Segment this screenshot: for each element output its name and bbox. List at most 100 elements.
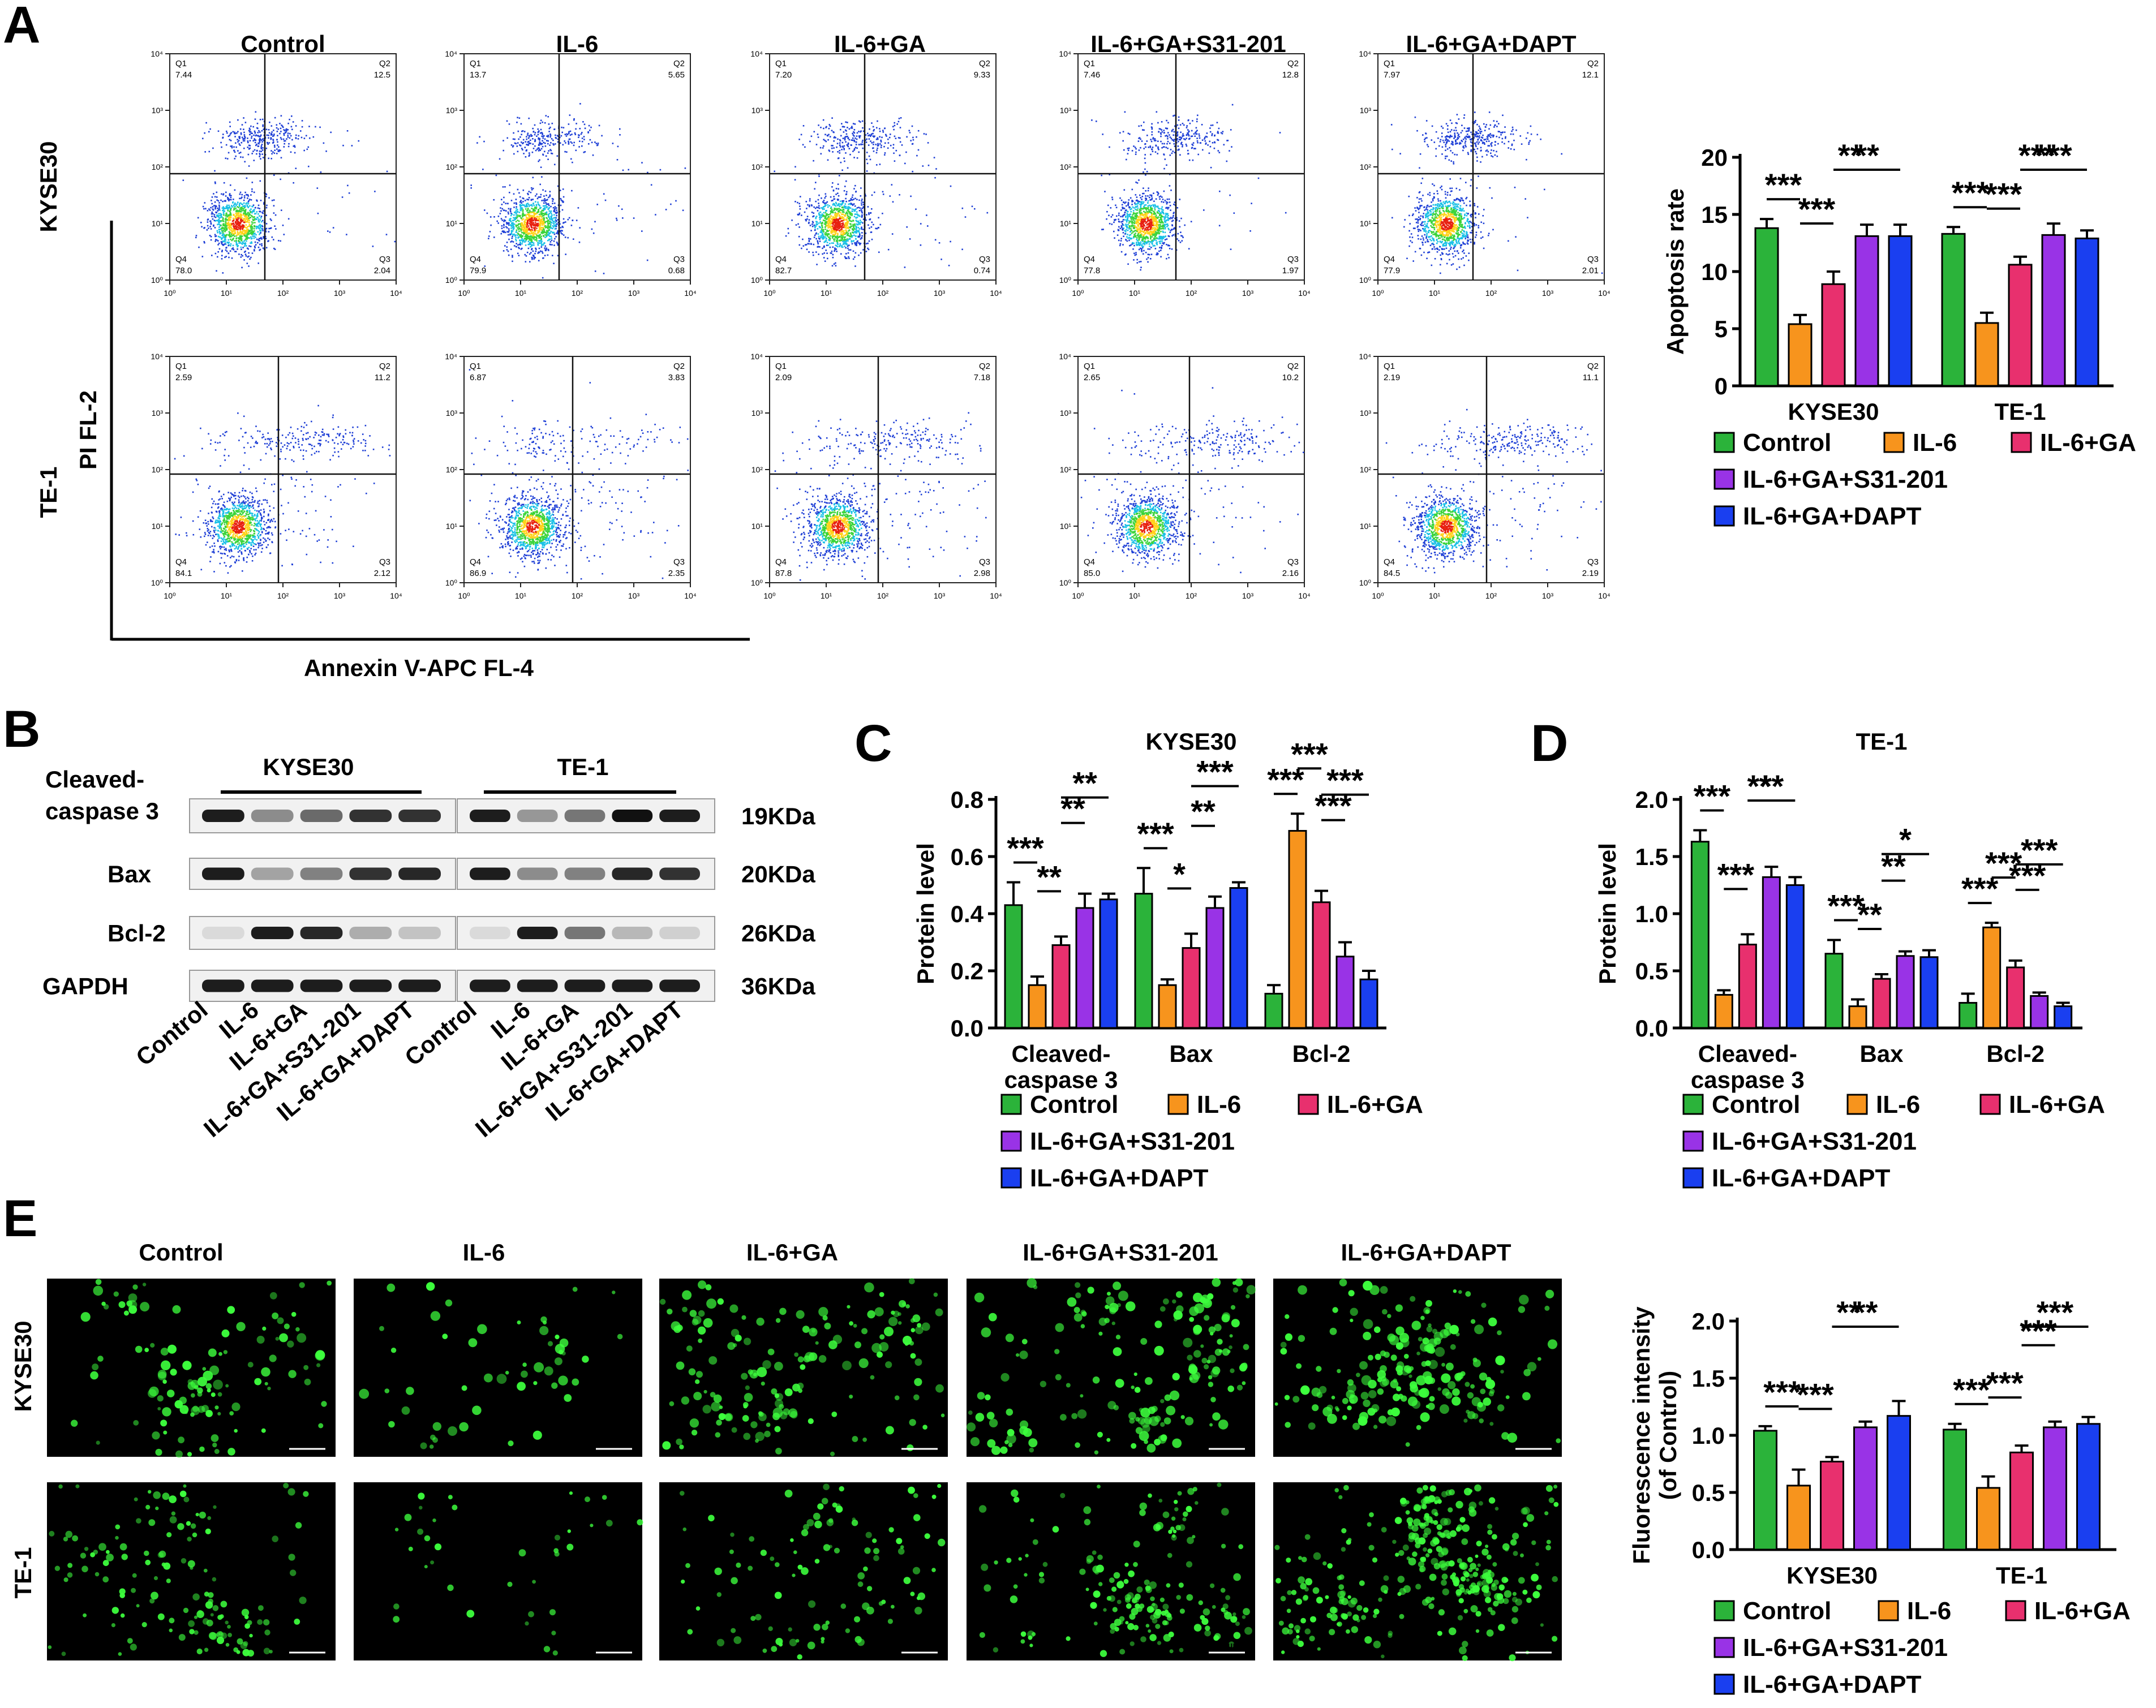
flow-event xyxy=(861,202,862,204)
flow-event xyxy=(539,122,542,124)
flow-event xyxy=(809,225,811,226)
flow-event xyxy=(246,233,248,235)
flow-event xyxy=(531,236,532,239)
flow-event xyxy=(1118,226,1120,228)
flow-event xyxy=(1145,226,1147,229)
flow-event xyxy=(527,141,529,143)
flow-event xyxy=(510,224,512,226)
flow-event xyxy=(248,222,250,223)
flow-event xyxy=(544,142,546,144)
flow-event xyxy=(551,244,553,246)
flow-event xyxy=(841,223,843,225)
flow-event xyxy=(829,243,831,244)
flow-event xyxy=(1161,201,1163,203)
flow-event xyxy=(231,235,234,236)
flow-event xyxy=(559,142,561,144)
flow-event xyxy=(217,214,219,216)
flow-event xyxy=(233,204,235,205)
flow-event xyxy=(231,238,234,240)
flow-event xyxy=(261,144,263,145)
flow-event xyxy=(791,220,793,221)
flow-event xyxy=(904,162,906,165)
flow-event xyxy=(512,234,514,235)
flow-event xyxy=(836,209,838,211)
flow-event xyxy=(548,226,550,228)
flow-event xyxy=(834,223,836,226)
flow-event xyxy=(272,151,274,153)
flow-event xyxy=(818,205,820,207)
flow-event xyxy=(867,242,869,244)
flow-event xyxy=(515,238,517,240)
flow-event xyxy=(850,235,852,236)
flow-event xyxy=(229,236,231,238)
flow-event xyxy=(540,119,542,122)
flow-event xyxy=(280,178,281,180)
flow-event xyxy=(551,214,553,216)
flow-event xyxy=(843,243,844,246)
flow-event xyxy=(512,255,513,256)
flow-event xyxy=(229,233,231,235)
flow-event xyxy=(235,251,237,252)
flow-event xyxy=(879,130,881,132)
flow-event xyxy=(517,227,518,229)
flow-plot-frame xyxy=(769,53,997,281)
flow-event xyxy=(855,226,857,229)
flow-event xyxy=(818,222,820,224)
flow-event xyxy=(855,141,857,143)
flow-event xyxy=(283,129,285,131)
flow-event xyxy=(832,131,834,133)
flow-event xyxy=(256,153,257,155)
flow-event xyxy=(575,128,577,130)
flow-event xyxy=(526,203,527,205)
flow-event xyxy=(518,227,521,230)
flow-event xyxy=(528,191,530,192)
flow-event xyxy=(548,204,550,206)
flow-event xyxy=(879,223,882,226)
flow-event xyxy=(265,193,267,195)
flow-event xyxy=(529,222,530,225)
flow-event xyxy=(543,227,544,229)
flow-event xyxy=(556,135,559,137)
flow-event xyxy=(843,217,844,219)
flow-event xyxy=(527,208,529,210)
flow-event xyxy=(217,256,218,258)
flow-event xyxy=(1163,130,1165,131)
flow-event xyxy=(238,232,240,234)
flow-event xyxy=(798,212,801,214)
flow-event xyxy=(254,216,255,218)
flow-event xyxy=(217,207,218,209)
flow-event xyxy=(247,203,250,205)
flow-event xyxy=(912,136,914,139)
flow-event xyxy=(1196,140,1199,142)
flow-event xyxy=(553,214,555,216)
flow-event xyxy=(289,137,291,139)
flow-event xyxy=(249,209,251,212)
flow-event xyxy=(500,207,501,209)
flow-event xyxy=(239,217,241,219)
flow-event xyxy=(527,212,529,213)
flow-event xyxy=(831,222,834,225)
flow-event xyxy=(227,218,230,220)
flow-event xyxy=(268,129,270,131)
flow-event xyxy=(527,208,529,209)
flow-x-tick-label: 10⁰ xyxy=(164,289,176,298)
flow-event xyxy=(882,131,884,133)
flow-event xyxy=(1127,132,1129,135)
flow-event xyxy=(539,240,541,242)
flow-event xyxy=(853,228,856,230)
flow-event xyxy=(847,234,849,235)
flow-event xyxy=(839,218,841,220)
flow-event xyxy=(856,223,857,225)
flow-event xyxy=(242,205,244,207)
panel-label-A: A xyxy=(3,0,40,54)
flow-event xyxy=(243,195,246,197)
flow-event xyxy=(845,242,847,244)
flow-event xyxy=(545,225,547,227)
flow-event xyxy=(501,225,503,227)
flow-event xyxy=(556,212,558,214)
flow-event xyxy=(840,233,842,235)
flow-event xyxy=(242,233,244,234)
flow-event xyxy=(832,190,835,191)
flow-event xyxy=(544,145,547,147)
flow-event xyxy=(948,265,950,266)
